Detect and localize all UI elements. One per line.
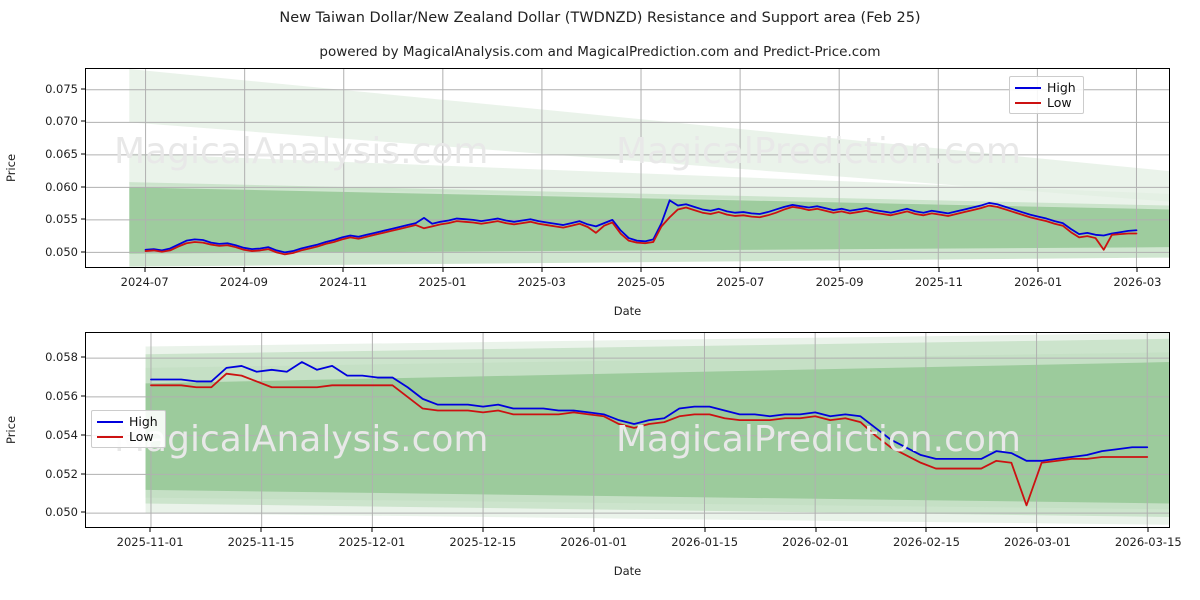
y-tick-mark	[81, 186, 85, 188]
legend-line-swatch-high-icon	[1015, 86, 1041, 89]
y-tick-label: 0.060	[45, 179, 78, 194]
legend-label: High	[129, 414, 158, 429]
x-tick-mark	[640, 268, 642, 272]
x-tick-label: 2026-02-15	[893, 535, 960, 549]
y-tick-label: 0.058	[45, 350, 78, 365]
series-line-high	[150, 361, 1149, 462]
x-tick-mark	[442, 268, 443, 272]
y-tick-label: 0.050	[45, 505, 78, 520]
x-tick-mark	[938, 268, 940, 272]
y-tick-mark	[81, 395, 85, 397]
x-tick-label: 2025-05	[617, 275, 666, 289]
y-tick-mark	[81, 120, 85, 122]
series-line-high	[144, 199, 1138, 254]
x-tick-mark	[371, 528, 373, 532]
x-tick-label: 2026-01	[1014, 275, 1063, 289]
y-tick-label: 0.052	[45, 466, 78, 481]
legend-label: Low	[1047, 95, 1072, 110]
x-tick-label: 2026-03-15	[1114, 535, 1182, 549]
x-tick-mark	[815, 528, 817, 532]
y-tick-label: 0.050	[45, 244, 78, 259]
x-tick-mark	[1037, 268, 1039, 272]
band-support-inner	[129, 187, 1169, 254]
overview-chart-panel: MagicalAnalysis.com MagicalPrediction.co…	[4, 68, 1170, 318]
x-tick-mark	[482, 528, 484, 532]
page-title: New Taiwan Dollar/New Zealand Dollar (TW…	[279, 10, 921, 26]
y-tick-mark	[81, 88, 85, 90]
x-tick-label: 2026-02-01	[782, 535, 849, 549]
x-tick-mark	[593, 528, 595, 532]
legend-line-swatch-high-icon	[97, 420, 123, 423]
x-tick-label: 2025-11-15	[227, 535, 295, 549]
legend-entry-low: Low	[1015, 96, 1076, 109]
page-subtitle: powered by MagicalAnalysis.com and Magic…	[319, 44, 881, 60]
y-tick-mark	[81, 473, 85, 475]
x-tick-mark	[243, 268, 245, 272]
x-tick-mark	[1147, 528, 1149, 532]
x-tick-mark	[704, 528, 706, 532]
band-support-inner	[145, 362, 1169, 504]
x-tick-label: 2025-12-01	[338, 535, 406, 549]
overview-x-axis-label: Date	[613, 304, 642, 318]
x-tick-label: 2026-03	[1113, 275, 1162, 289]
detail-legend: High Low	[91, 410, 166, 448]
x-tick-label: 2024-09	[219, 275, 268, 289]
legend-entry-high: High	[1015, 81, 1076, 94]
legend-entry-low: Low	[97, 430, 158, 443]
detail-chart-panel: MagicalAnalysis.com MagicalPrediction.co…	[4, 332, 1182, 578]
y-tick-label: 0.070	[45, 114, 78, 129]
legend-line-swatch-low-icon	[97, 435, 123, 438]
y-tick-label: 0.055	[45, 212, 78, 227]
x-tick-mark	[839, 268, 841, 272]
x-tick-label: 2025-11	[914, 275, 963, 289]
y-tick-label: 0.054	[45, 427, 78, 442]
overview-plot-svg	[86, 69, 1169, 267]
detail-y-axis-label: Price	[4, 415, 18, 445]
x-tick-mark	[541, 268, 543, 272]
detail-x-axis-label: Date	[613, 564, 642, 578]
overview-legend: High Low	[1009, 76, 1084, 114]
legend-label: High	[1047, 80, 1076, 95]
x-tick-mark	[1136, 268, 1138, 272]
series-line-low	[144, 204, 1138, 256]
x-tick-mark	[739, 268, 741, 272]
x-tick-mark	[342, 268, 344, 272]
y-tick-mark	[81, 434, 85, 436]
y-tick-mark	[81, 356, 85, 358]
y-tick-mark	[81, 153, 85, 155]
band-resistance-inner	[129, 153, 1169, 210]
detail-plot-svg	[86, 333, 1169, 527]
x-tick-label: 2025-11-01	[116, 535, 184, 549]
x-tick-mark	[1036, 528, 1038, 532]
legend-entry-high: High	[97, 415, 158, 428]
y-tick-mark	[81, 511, 85, 513]
y-tick-label: 0.065	[45, 146, 78, 161]
x-tick-label: 2026-01-01	[560, 535, 628, 549]
legend-label: Low	[129, 429, 154, 444]
x-tick-label: 2024-11	[319, 275, 368, 289]
y-tick-label: 0.056	[45, 389, 78, 404]
x-tick-label: 2025-07	[716, 275, 765, 289]
x-tick-label: 2025-12-15	[449, 535, 517, 549]
x-tick-label: 2024-07	[120, 275, 169, 289]
x-tick-label: 2025-09	[815, 275, 864, 289]
x-tick-mark	[260, 528, 262, 532]
x-tick-label: 2025-03	[517, 275, 566, 289]
x-tick-label: 2026-01-15	[671, 535, 739, 549]
x-tick-mark	[925, 528, 927, 532]
y-tick-label: 0.075	[45, 81, 78, 96]
x-tick-label: 2026-03-01	[1003, 535, 1071, 549]
x-tick-mark	[144, 268, 146, 272]
band-resistance-outer	[129, 69, 1169, 202]
x-tick-mark	[149, 528, 151, 532]
overview-plot-area: MagicalAnalysis.com MagicalPrediction.co…	[85, 68, 1170, 268]
legend-line-swatch-low-icon	[1015, 101, 1041, 104]
detail-plot-area: MagicalAnalysis.com MagicalPrediction.co…	[85, 332, 1170, 528]
x-tick-label: 2025-01	[418, 275, 467, 289]
y-tick-mark	[81, 218, 85, 220]
series-line-low	[150, 372, 1149, 507]
overview-y-axis-label: Price	[4, 153, 18, 183]
y-tick-mark	[81, 251, 85, 253]
